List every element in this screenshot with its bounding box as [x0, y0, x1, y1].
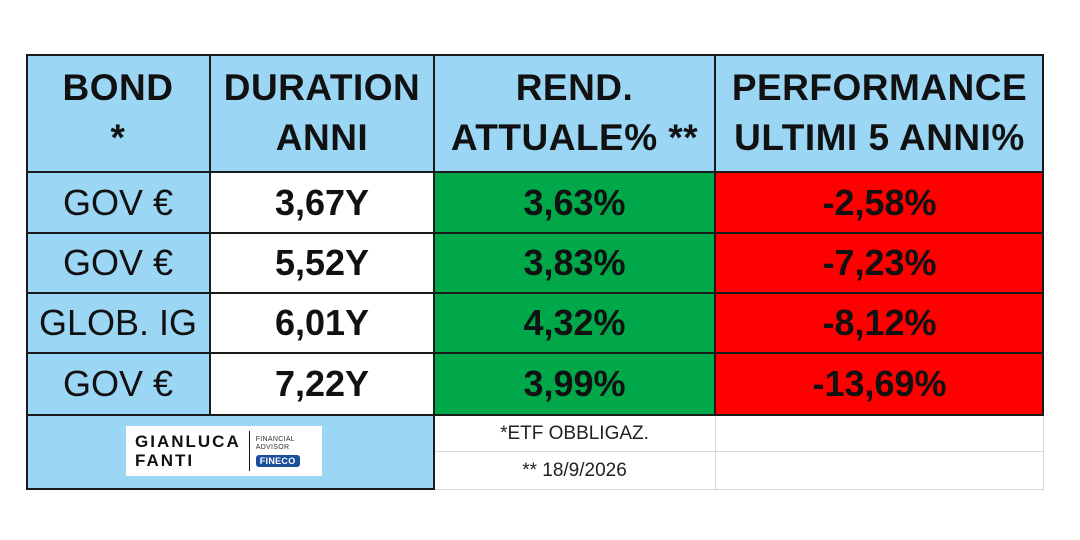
divider-header: [26, 171, 1044, 173]
border-right: [1042, 54, 1044, 415]
row-2-duration: 5,52Y: [210, 233, 434, 293]
header-performance-line2: ULTIMI 5 ANNI%: [734, 117, 1025, 158]
divider-row3: [26, 352, 1044, 354]
row-3-performance: -8,12%: [715, 293, 1044, 353]
row-3-yield: 4,32%: [434, 293, 715, 353]
footer-line-bottom: [435, 489, 1044, 490]
divider-row2: [26, 292, 1044, 294]
divider-row4: [26, 414, 1044, 416]
logo-right: FINANCIAL ADVISOR FINECO: [250, 431, 316, 471]
divider-row1: [26, 232, 1044, 234]
row-2-bond: GOV €: [26, 233, 210, 293]
footer-line-middle: [435, 451, 1044, 452]
header-bond: BOND *: [26, 54, 210, 172]
row-1-performance: -2,58%: [715, 172, 1044, 233]
header-duration-line1: DURATION: [223, 67, 421, 108]
header-yield-line1: REND.: [515, 67, 634, 108]
footer-empty-top: [715, 415, 1044, 452]
row-1-duration: 3,67Y: [210, 172, 434, 233]
row-2-performance: -7,23%: [715, 233, 1044, 293]
footnote-etf: *ETF OBBLIGAZ.: [434, 415, 715, 452]
border-top: [26, 54, 1044, 56]
header-performance-line1: PERFORMANCE: [731, 67, 1028, 108]
row-4-duration: 7,22Y: [210, 353, 434, 415]
border-left: [26, 54, 28, 490]
footer-line-right: [1043, 416, 1044, 490]
header-yield-line2: ATTUALE% **: [450, 117, 699, 158]
header-duration-line2: ANNI: [275, 117, 369, 158]
header-performance: PERFORMANCE ULTIMI 5 ANNI%: [715, 54, 1044, 172]
row-1-bond: GOV €: [26, 172, 210, 233]
footer-line-col: [715, 416, 716, 490]
header-bond-line2: *: [110, 117, 126, 158]
bond-table: BOND * DURATION ANNI REND. ATTUALE% ** P…: [26, 54, 1044, 490]
row-2-yield: 3,83%: [434, 233, 715, 293]
logo-name: GIANLUCA FANTI: [126, 431, 250, 471]
header-duration: DURATION ANNI: [210, 54, 434, 172]
row-1-yield: 3,63%: [434, 172, 715, 233]
footnote-date: ** 18/9/2026: [434, 452, 715, 490]
row-4-bond: GOV €: [26, 353, 210, 415]
divider-col2: [433, 54, 435, 490]
row-3-bond: GLOB. IG: [26, 293, 210, 353]
logo-role: FINANCIAL ADVISOR: [255, 435, 295, 451]
row-4-performance: -13,69%: [715, 353, 1044, 415]
header-yield: REND. ATTUALE% **: [434, 54, 715, 172]
border-bottom-left: [26, 488, 435, 490]
footer-empty-bottom: [715, 452, 1044, 490]
divider-col3: [714, 54, 716, 415]
logo-name-line2: FANTI: [135, 451, 195, 470]
fineco-badge: FINECO: [255, 454, 300, 467]
row-3-duration: 6,01Y: [210, 293, 434, 353]
row-4-yield: 3,99%: [434, 353, 715, 415]
header-bond-line1: BOND: [62, 67, 174, 108]
advisor-logo: GIANLUCA FANTI FINANCIAL ADVISOR FINECO: [126, 426, 322, 476]
divider-col1: [209, 54, 211, 415]
logo-name-line1: GIANLUCA: [135, 432, 241, 451]
